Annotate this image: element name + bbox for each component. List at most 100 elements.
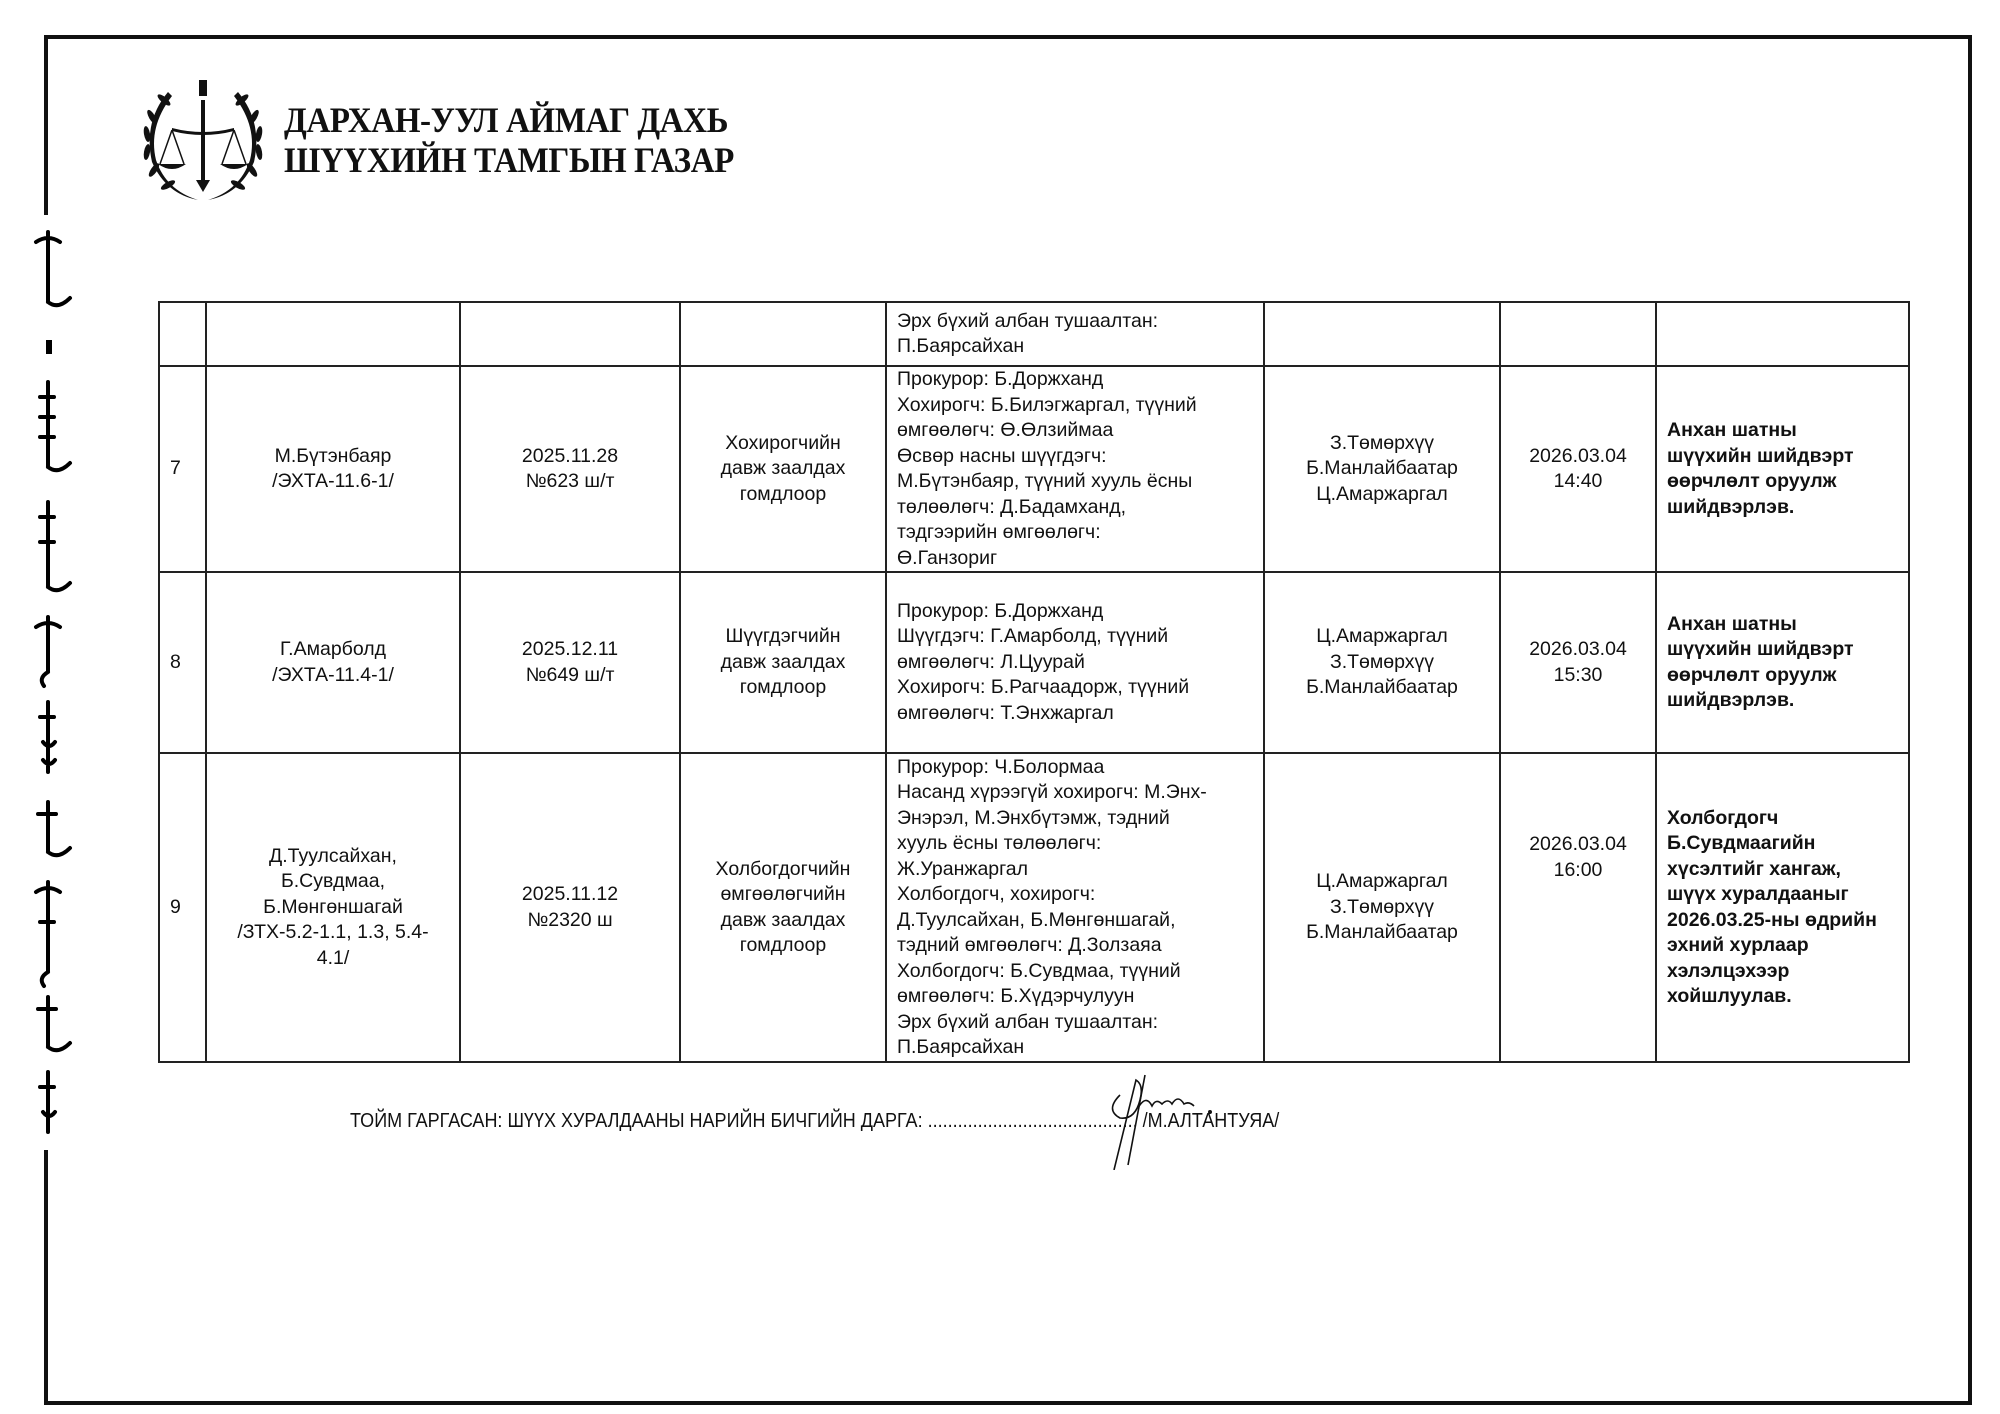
participants-cell: Прокурор: Б.Доржханд Шүүгдэгч: Г.Амарболд…: [885, 571, 1265, 754]
judges-line: Б.Манлайбаатар: [1306, 921, 1458, 944]
defendant-line: Д.Туулсайхан,: [269, 844, 397, 867]
appeal-reason-line: давж заалдах: [720, 650, 846, 673]
appeal-reason-line: Шүүгдэгчийн: [725, 625, 841, 648]
defendant-cell: [205, 301, 461, 367]
judges-line: З.Төмөрхүү: [1329, 650, 1435, 673]
appeal-reason-cell: Хохирогчийн давж заалдах гомдлоор: [679, 365, 887, 573]
appeal-reason-line: Холбогдогчийн: [715, 857, 851, 880]
lower-court-decision-line: №2320 ш: [527, 908, 613, 931]
participants-cell: Прокурор: Ч.Болормаа Насанд хүрээгүй хохи…: [885, 752, 1265, 1063]
defendant-line: /ЭХТА-11.4-1/: [272, 663, 394, 686]
court-emblem-logo: [143, 80, 263, 200]
judges-line: Ц.Амаржаргал: [1316, 482, 1448, 505]
hearing-datetime-line: 2026.03.04: [1529, 833, 1627, 855]
defendant-line: 4.1/: [316, 946, 350, 969]
judges-line: Б.Манлайбаатар: [1306, 457, 1458, 480]
participants-line: Холбогдогч, хохирогч:: [897, 883, 1096, 905]
page-border-left: [44, 35, 48, 215]
judges-line: З.Төмөрхүү: [1329, 431, 1435, 454]
row-number: 8: [158, 571, 207, 754]
table-row: Эрх бүхий албан тушаалтан: П.Баярсайхан: [158, 301, 1910, 367]
row-number: 7: [158, 365, 207, 573]
row-number: 9: [158, 752, 207, 1063]
participants-line: Прокурор: Ч.Болормаа: [897, 755, 1105, 778]
outcome-cell: Анхан шатны шүүхийн шийдвэрт өөрчлөлт оруу…: [1655, 365, 1910, 573]
judges-line: Ц.Амаржаргал: [1316, 625, 1448, 648]
hearing-datetime-cell: 2026.03.04 14:40: [1499, 365, 1657, 573]
prepared-by-label: ТОЙМ ГАРГАСАН: ШҮҮХ ХУРАЛДААНЫ НАРИЙН БИ…: [350, 1110, 923, 1132]
org-title-line-2: ШҮҮХИЙН ТАМГЫН ГАЗАР: [284, 140, 734, 180]
participants-line: өмгөөлөгч: Т.Энхжаргал: [897, 701, 1114, 724]
participants-cell: Прокурор: Б.Доржханд Хохирогч: Б.Билэгжар…: [885, 365, 1265, 573]
participants-line: өмгөөлөгч: Б.Хүдэрчулуун: [897, 985, 1135, 1007]
participants-line: төлөөлөгч: Д.Бадамханд,: [897, 495, 1127, 518]
participants-line: тэдний өмгөөлөгч: Д.Золзаяа: [897, 934, 1162, 956]
judges-line: Ц.Амаржаргал: [1316, 870, 1448, 893]
lower-court-decision-line: 2025.12.11: [521, 638, 619, 660]
participants-line: П.Баярсайхан: [897, 1036, 1025, 1058]
participants-cell: Эрх бүхий албан тушаалтан: П.Баярсайхан: [885, 301, 1265, 367]
hearing-datetime-line: 2026.03.04: [1529, 638, 1627, 660]
clerk-name: /М.АЛТАНТУЯА/: [1142, 1110, 1280, 1132]
outcome-line: өөрчлөлт оруулж: [1667, 470, 1837, 492]
table-row: 7 М.Бүтэнбаяр/ЭХТА-11.6-1/2025.11.28 №623 …: [158, 365, 1910, 573]
participants-line: Ө.Ганзориг: [897, 546, 998, 569]
appeal-reason-line: давж заалдах: [720, 457, 846, 480]
hearing-datetime-line: 15:30: [1553, 663, 1603, 686]
appeal-reason-cell: [679, 301, 887, 367]
judges-line: З.Төмөрхүү: [1329, 895, 1435, 918]
outcome-line: хойшлуулав.: [1667, 985, 1792, 1007]
judges-cell: Ц.Амаржаргал З.Төмөрхүү Б.Манлайбаатар: [1263, 571, 1501, 754]
defendant-line: Б.Мөнгөншагай: [263, 895, 403, 918]
lower-court-decision-cell: 2025.12.11 №649 ш/т: [459, 571, 681, 754]
participants-line: Шүүгдэгч: Г.Амарболд, түүний: [897, 625, 1169, 648]
participants-line: Ж.Уранжаргал: [897, 857, 1029, 880]
lower-court-decision-cell: 2025.11.28 №623 ш/т: [459, 365, 681, 573]
defendant-line: /ЭХТА-11.6-1/: [272, 470, 394, 492]
outcome-line: 2026.03.25-ны өдрийн: [1667, 908, 1877, 931]
participants-line: Эрх бүхий албан тушаалтан:: [897, 309, 1159, 332]
lower-court-decision-cell: [459, 301, 681, 367]
table-row: 8 Г.Амарболд/ЭХТА-11.4-1/2025.12.11 №649 ш…: [158, 571, 1910, 754]
lower-court-decision-line: 2025.11.12: [521, 883, 619, 905]
judges-cell: [1263, 301, 1501, 367]
hearing-datetime-cell: 2026.03.04 15:30: [1499, 571, 1657, 754]
page-border-bottom: [46, 1401, 1972, 1405]
defendant-line: Г.Амарболд: [279, 638, 387, 660]
participants-line: Хохирогч: Б.Рагчаадорж, түүний: [897, 676, 1190, 699]
outcome-line: шүүх хуралдааныг: [1667, 883, 1849, 905]
outcome-line: шийдвэрлэв.: [1667, 495, 1795, 518]
hearing-datetime-line: 2026.03.04: [1529, 444, 1627, 467]
appeal-reason-line: өмгөөлөгчийн: [720, 883, 846, 905]
outcome-line: Б.Сувдмаагийн: [1667, 832, 1816, 854]
table-row: 9 Д.Туулсайхан, Б.Сувдмаа, Б.Мөнгөншагай/ЗТ…: [158, 752, 1910, 1063]
outcome-line: шүүхийн шийдвэрт: [1667, 638, 1854, 660]
outcome-line: хүсэлтийг хангаж,: [1667, 857, 1841, 880]
outcome-line: Анхан шатны: [1667, 612, 1797, 635]
judges-cell: Ц.Амаржаргал З.Төмөрхүү Б.Манлайбаатар: [1263, 752, 1501, 1063]
outcome-line: эхний хурлаар: [1667, 934, 1809, 956]
lower-court-decision-cell: 2025.11.12 №2320 ш: [459, 752, 681, 1063]
hearing-datetime-line: 16:00: [1553, 858, 1603, 881]
participants-line: Прокурор: Б.Доржханд: [897, 599, 1104, 622]
participants-line: Өсвөр насны шүүгдэгч:: [897, 444, 1107, 467]
outcome-line: өөрчлөлт оруулж: [1667, 663, 1837, 686]
mongolian-script-vertical-text: [34, 230, 72, 1134]
participants-line: П.Баярсайхан: [897, 335, 1025, 357]
outcome-cell: Холбогдогч Б.Сувдмаагийн хүсэлтийг хангаж,…: [1655, 752, 1910, 1063]
hearing-datetime-cell: 2026.03.04 16:00: [1499, 752, 1657, 1063]
defendant-cell: Д.Туулсайхан, Б.Сувдмаа, Б.Мөнгөншагай/ЗТХ…: [205, 752, 461, 1063]
lower-court-decision-line: №623 ш/т: [525, 470, 615, 492]
participants-line: өмгөөлөгч: Ө.Өлзиймаа: [897, 419, 1114, 441]
hearing-datetime-cell: [1499, 301, 1657, 367]
participants-line: Эрх бүхий албан тушаалтан:: [897, 1010, 1159, 1033]
appeal-reason-line: гомдлоор: [739, 676, 827, 699]
hearing-datetime-line: 14:40: [1553, 470, 1603, 492]
participants-line: Прокурор: Б.Доржханд: [897, 368, 1104, 390]
outcome-cell: Анхан шатны шүүхийн шийдвэрт өөрчлөлт оруу…: [1655, 571, 1910, 754]
participants-line: өмгөөлөгч: Л.Цуурай: [897, 650, 1085, 673]
appeal-reason-line: Хохирогчийн: [725, 431, 841, 454]
participants-line: Д.Туулсайхан, Б.Мөнгөншагай,: [897, 908, 1176, 931]
participants-line: Насанд хүрээгүй хохирогч: М.Энх-: [897, 781, 1207, 803]
defendant-cell: М.Бүтэнбаяр/ЭХТА-11.6-1/: [205, 365, 461, 573]
